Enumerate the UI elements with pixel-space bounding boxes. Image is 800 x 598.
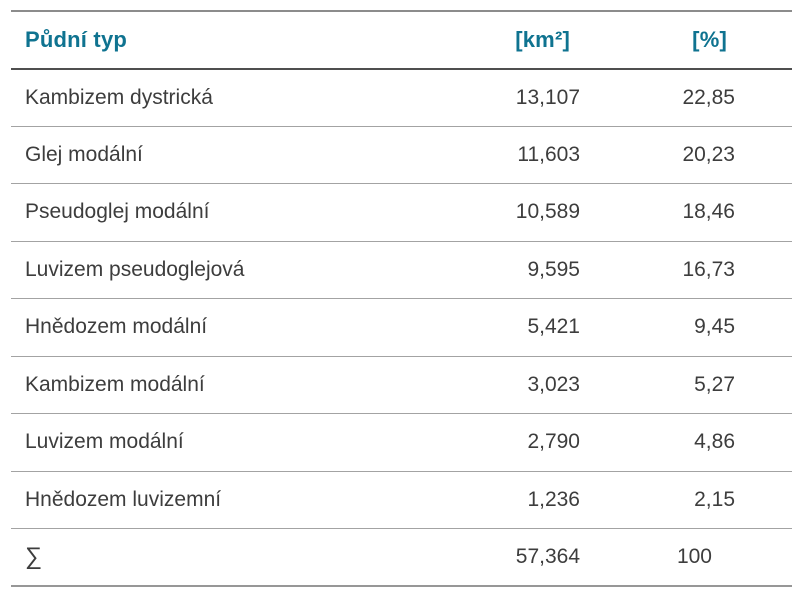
table-row: Pseudoglej modální 10,589 18,46 [11, 183, 792, 242]
soil-type-name: Pseudoglej modální [25, 200, 210, 224]
soil-type-table: Půdní typ [km²] [%] Kambizem dystrická 1… [11, 10, 792, 587]
table-row: Kambizem dystrická 13,107 22,85 [11, 69, 792, 127]
percent-value: 20,23 [682, 142, 735, 166]
area-km2-value: 3,023 [527, 372, 580, 396]
column-header-percent: [%] [692, 26, 727, 52]
area-km2-value: 1,236 [527, 487, 580, 511]
table-row: Hnědozem modální 5,421 9,45 [11, 298, 792, 357]
area-km2-value: 10,589 [515, 200, 580, 224]
table-header-row: Půdní typ [km²] [%] [11, 11, 792, 69]
soil-type-name: Kambizem dystrická [25, 85, 213, 109]
percent-value: 2,15 [694, 487, 735, 511]
sum-symbol: ∑ [25, 543, 43, 570]
percent-value: 4,86 [694, 430, 735, 454]
area-km2-value: 13,107 [515, 85, 580, 109]
sum-area-km2: 57,364 [515, 545, 580, 568]
soil-type-name: Hnědozem luvizemní [25, 487, 222, 511]
column-header-area-km2: [km²] [515, 26, 570, 52]
table-sum-row: ∑ 57,364 100 [11, 528, 792, 587]
area-km2-value: 11,603 [517, 142, 580, 166]
column-header-soil-type: Půdní typ [25, 26, 128, 52]
percent-value: 16,73 [682, 257, 735, 281]
table-row: Kambizem modální 3,023 5,27 [11, 356, 792, 414]
area-km2-value: 9,595 [527, 257, 580, 281]
percent-value: 9,45 [694, 315, 735, 339]
sum-percent: 100 [676, 545, 712, 568]
table-row: Luvizem modální 2,790 4,86 [11, 413, 792, 472]
soil-type-name: Glej modální [25, 142, 143, 166]
soil-type-name: Luvizem modální [25, 430, 184, 454]
area-km2-value: 5,421 [527, 315, 580, 339]
area-km2-value: 2,790 [527, 430, 580, 454]
soil-type-name: Hnědozem modální [25, 315, 208, 339]
percent-value: 5,27 [694, 372, 735, 396]
percent-value: 22,85 [682, 85, 735, 109]
table-row: Luvizem pseudoglejová 9,595 16,73 [11, 241, 792, 299]
soil-type-name: Luvizem pseudoglejová [25, 257, 245, 281]
percent-value: 18,46 [682, 200, 735, 224]
table-row: Glej modální 11,603 20,23 [11, 126, 792, 184]
soil-type-name: Kambizem modální [25, 372, 205, 396]
table-row: Hnědozem luvizemní 1,236 2,15 [11, 471, 792, 529]
